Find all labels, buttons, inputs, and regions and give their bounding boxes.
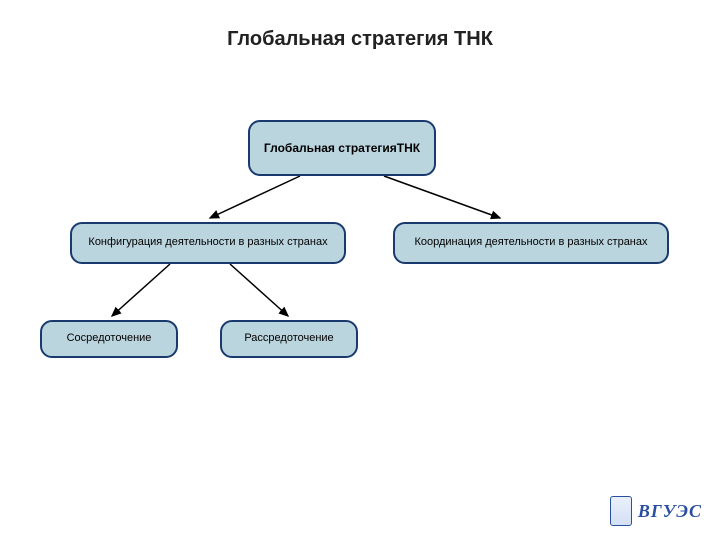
node-disp: Рассредоточение <box>220 320 358 358</box>
diagram-arrows <box>0 0 720 540</box>
node-root: Глобальная стратегияТНК <box>248 120 436 176</box>
node-focus: Сосредоточение <box>40 320 178 358</box>
node-config: Конфигурация деятельности в разных стран… <box>70 222 346 264</box>
edge-config-disp <box>230 264 288 316</box>
logo-badge-icon <box>610 496 632 526</box>
edge-root-coord <box>384 176 500 218</box>
page-title: Глобальная стратегия ТНК <box>0 28 720 51</box>
logo-text: ВГУЭС <box>638 501 702 522</box>
edge-root-config <box>210 176 300 218</box>
node-coord: Координация деятельности в разных страна… <box>393 222 669 264</box>
edge-config-focus <box>112 264 170 316</box>
footer-logo: ВГУЭС <box>610 496 702 526</box>
